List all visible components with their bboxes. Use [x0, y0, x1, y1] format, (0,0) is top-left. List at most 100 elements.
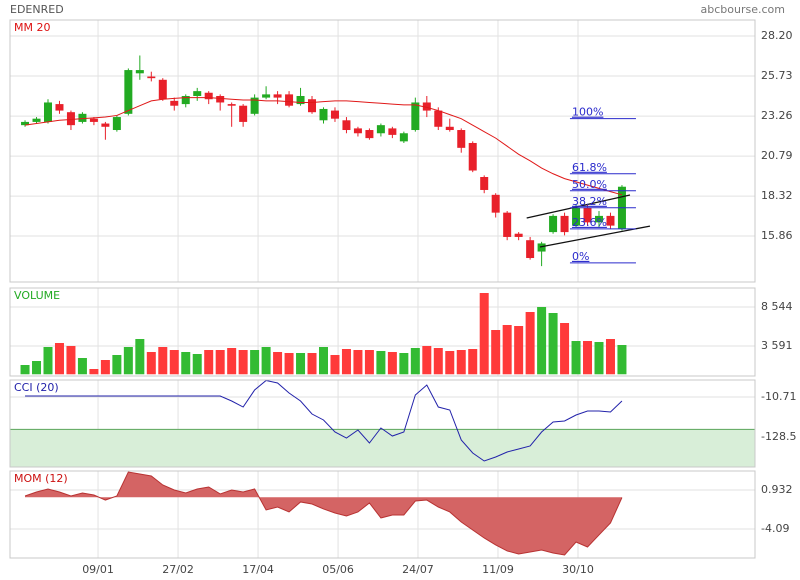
candle-body [549, 215, 558, 233]
y-tick-label: -128.5 [761, 430, 796, 443]
candle-body [537, 243, 546, 252]
volume-bar [594, 342, 604, 375]
volume-bar [238, 350, 248, 375]
volume-bar [146, 352, 156, 375]
panel-border [9, 287, 756, 377]
candle-body [158, 79, 167, 100]
volume-bar [158, 347, 168, 375]
volume-bar [376, 351, 386, 375]
fibonacci-label: 100% [572, 106, 603, 119]
volume-bar [296, 353, 306, 375]
volume-bar [353, 350, 363, 375]
candle-body [457, 130, 466, 148]
candle-body [112, 117, 121, 131]
y-tick-label: 3 591 [761, 339, 793, 352]
volume-bar [410, 348, 420, 375]
volume-bar [32, 361, 42, 375]
candle-body [365, 130, 374, 139]
y-tick-label: 28.20 [761, 29, 793, 42]
candle-body [193, 91, 202, 96]
candle-body [124, 70, 133, 114]
candle-body [170, 100, 179, 106]
x-tick-label: 30/10 [562, 563, 594, 576]
volume-bar [433, 348, 443, 375]
source: abcbourse.com [701, 3, 785, 16]
y-tick-label: 23.26 [761, 109, 793, 122]
volume-bar [422, 346, 432, 375]
candle-body [101, 123, 110, 127]
y-tick-label: 18.32 [761, 189, 793, 202]
candle-body [21, 121, 30, 126]
moving-average [24, 97, 623, 196]
candle-body [250, 97, 259, 114]
volume-bar [399, 353, 409, 375]
candle-body [32, 118, 41, 122]
volume-bar [43, 347, 53, 375]
volume-bar [100, 360, 110, 375]
candle-body [342, 120, 351, 131]
volume-bar [330, 355, 340, 375]
panel-title: MOM (12) [14, 472, 68, 485]
volume-bar [571, 341, 581, 375]
volume-bar [318, 347, 328, 375]
momentum-area [25, 472, 622, 555]
y-tick-label: 25.73 [761, 69, 793, 82]
x-tick-label: 09/01 [82, 563, 114, 576]
candle-body [594, 215, 603, 223]
candle-body [135, 70, 144, 74]
candle-body [78, 113, 87, 122]
volume-bar [445, 351, 455, 375]
volume-bar [20, 365, 30, 375]
candle-body [43, 102, 52, 122]
volume-bar [605, 339, 615, 375]
candle-body [503, 212, 512, 237]
volume-bar [364, 350, 374, 375]
volume-bar [204, 350, 214, 375]
candle-body [147, 76, 156, 79]
volume-bar [169, 350, 179, 375]
symbol: EDENRED [10, 3, 64, 16]
volume-bar [514, 326, 524, 375]
volume-bar [560, 323, 570, 375]
volume-bar [583, 341, 593, 375]
y-tick-label: 20.79 [761, 149, 793, 162]
volume-bar [261, 347, 271, 375]
y-tick-label: 0.932 [761, 483, 793, 496]
x-tick-label: 17/04 [242, 563, 274, 576]
candle-body [376, 125, 385, 134]
volume-bar [456, 350, 466, 375]
candle-body [239, 105, 248, 122]
volume-bar [77, 358, 87, 375]
candle-body [66, 112, 75, 126]
candle-body [89, 118, 98, 122]
candle-body [572, 207, 581, 226]
volume-bar [215, 350, 225, 375]
panel-title: MM 20 [14, 21, 50, 34]
fibonacci-label: 50.0% [572, 178, 607, 191]
volume-bar [548, 313, 558, 375]
y-tick-label: -10.71 [761, 390, 796, 403]
candle-body [273, 94, 282, 98]
volume-bar [341, 349, 351, 375]
candle-body [204, 92, 213, 100]
volume-bar [307, 353, 317, 375]
candle-body [308, 99, 317, 113]
cci-line [25, 379, 623, 462]
volume-bar [387, 352, 397, 375]
y-tick-label: 15.86 [761, 229, 793, 242]
trendline [539, 225, 651, 248]
candle-body [468, 142, 477, 171]
candle-body [262, 94, 271, 98]
trendline [526, 194, 631, 219]
candle-body [583, 207, 592, 223]
candle-body [434, 110, 443, 127]
volume-bar [284, 353, 294, 375]
fibonacci-label: 0% [572, 250, 589, 263]
volume-bar [525, 312, 535, 375]
volume-bar [502, 325, 512, 375]
volume-bar [192, 354, 202, 375]
candle-body [388, 128, 397, 135]
volume-bar [479, 293, 489, 375]
fibonacci-label: 38.2% [572, 195, 607, 208]
